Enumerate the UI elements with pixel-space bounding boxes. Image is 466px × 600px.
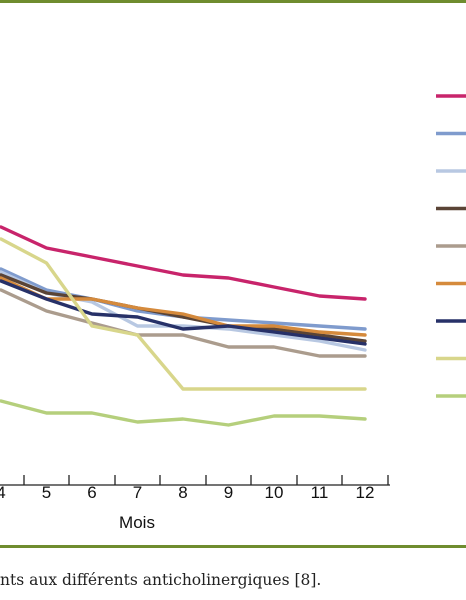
series-lines xyxy=(0,225,367,427)
series-line-1 xyxy=(0,225,367,301)
x-tick-label: 7 xyxy=(133,483,142,502)
series-line-7 xyxy=(0,279,367,346)
x-tick-label: 12 xyxy=(356,483,375,502)
legend xyxy=(436,94,466,398)
series-line-9 xyxy=(0,399,367,427)
series-line-4 xyxy=(0,273,367,343)
x-tick-label: 5 xyxy=(42,483,51,502)
series-line-6 xyxy=(0,276,367,337)
x-tick-label: 8 xyxy=(178,483,187,502)
x-tick-label: 11 xyxy=(311,483,329,502)
bottom-rule xyxy=(0,545,466,548)
x-tick-label: 4 xyxy=(0,483,6,502)
top-rule xyxy=(0,0,466,3)
figure-caption: nts aux différents anticholinergiques [8… xyxy=(0,571,322,589)
series-line-8 xyxy=(0,237,367,391)
x-tick-label: 9 xyxy=(224,483,233,502)
x-tick-label: 6 xyxy=(87,483,96,502)
series-line-5 xyxy=(0,288,367,358)
x-tick-label: 10 xyxy=(265,483,284,502)
x-axis-title: Mois xyxy=(119,513,155,532)
x-ticks: 4 5 6 7 8 9 10 11 12 xyxy=(0,475,389,502)
line-chart: 4 5 6 7 8 9 10 11 12 Mois xyxy=(0,94,466,532)
